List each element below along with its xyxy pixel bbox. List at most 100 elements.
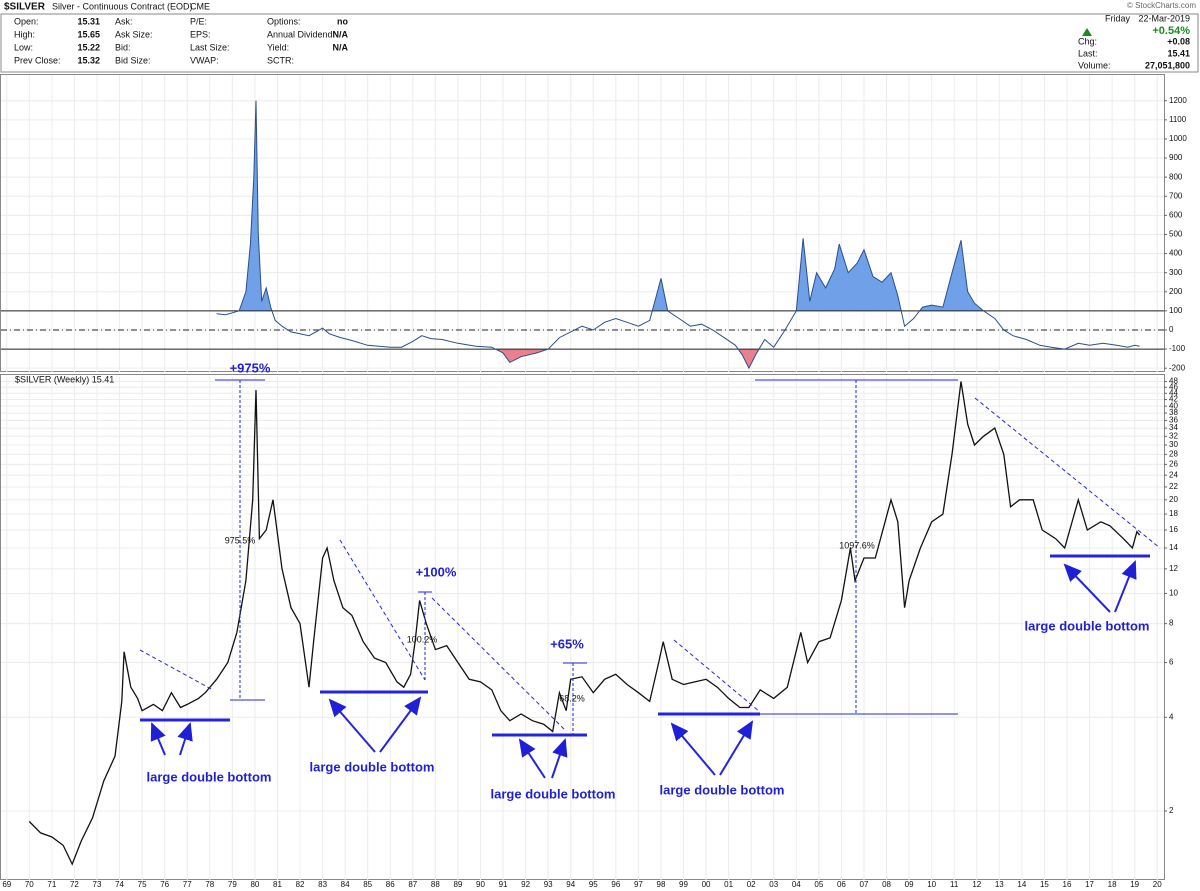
- annotation: 68.2%: [559, 693, 585, 703]
- symbol: $SILVER: [4, 2, 46, 13]
- field-label: SCTR:: [267, 55, 294, 65]
- y-tick-label: 200: [1169, 287, 1183, 296]
- x-tick-label: 69: [2, 880, 11, 889]
- y-tick-label: 34: [1169, 423, 1178, 432]
- series-label: $SILVER (Weekly) 15.41: [15, 374, 114, 384]
- annotation: large double bottom: [147, 769, 272, 784]
- x-tick-label: 01: [724, 880, 733, 889]
- y-tick-label: 20: [1169, 495, 1178, 504]
- panel-frame: [0, 74, 1165, 372]
- field-label: Prev Close:: [14, 55, 61, 65]
- x-tick-label: 90: [476, 880, 485, 889]
- x-tick-label: 80: [250, 880, 259, 889]
- field-label: Yield:: [267, 42, 289, 52]
- field-label: Ask Size:: [115, 29, 153, 39]
- y-tick-label: 48: [1169, 377, 1178, 386]
- annotation: +975%: [230, 360, 271, 375]
- y-tick-label: 0: [1169, 325, 1174, 334]
- x-tick-label: 06: [837, 880, 846, 889]
- field-label: Bid:: [115, 42, 131, 52]
- x-tick-label: 85: [363, 880, 372, 889]
- x-tick-label: 11: [950, 880, 959, 889]
- y-tick-label: 1200: [1169, 96, 1187, 105]
- x-tick-label: 89: [453, 880, 462, 889]
- x-tick-label: 78: [205, 880, 214, 889]
- field-label: Low:: [14, 42, 33, 52]
- x-tick-label: 04: [792, 880, 801, 889]
- x-tick-label: 10: [927, 880, 936, 889]
- y-tick-label: -100: [1169, 344, 1186, 353]
- y-tick-label: 46: [1169, 382, 1178, 391]
- field-value: 15.22: [77, 42, 100, 52]
- x-tick-label: 93: [544, 880, 553, 889]
- x-tick-label: 75: [138, 880, 147, 889]
- date: 22-Mar-2019: [1138, 13, 1190, 23]
- field-label: Volume:: [1078, 60, 1111, 70]
- y-tick-label: -200: [1169, 363, 1186, 372]
- y-tick-label: 36: [1169, 416, 1178, 425]
- field-label: High:: [14, 29, 35, 39]
- x-tick-label: 77: [183, 880, 192, 889]
- x-tick-label: 95: [589, 880, 598, 889]
- annotation: 975.5%: [225, 535, 256, 545]
- x-tick-label: 03: [769, 880, 778, 889]
- field-label: Last:: [1078, 48, 1098, 58]
- field-value: 15.41: [1167, 48, 1190, 58]
- annotation: 1097.6%: [839, 540, 875, 550]
- y-tick-label: 400: [1169, 249, 1183, 258]
- y-tick-label: 14: [1169, 543, 1178, 552]
- field-value: N/A: [333, 29, 349, 39]
- field-label: Ask:: [115, 16, 133, 26]
- line: [216, 100, 1140, 370]
- y-tick-label: 2: [1169, 806, 1174, 815]
- x-tick-label: 96: [611, 880, 620, 889]
- y-tick-label: 100: [1169, 306, 1183, 315]
- y-tick-label: 28: [1169, 449, 1178, 458]
- x-tick-label: 86: [386, 880, 395, 889]
- annotation: +65%: [550, 636, 584, 651]
- x-tick-label: 79: [228, 880, 237, 889]
- field-label: Options:: [267, 16, 301, 26]
- y-tick-label: 10: [1169, 589, 1178, 598]
- x-tick-label: 99: [679, 880, 688, 889]
- annotation: large double bottom: [660, 782, 785, 797]
- y-tick-label: 600: [1169, 210, 1183, 219]
- y-tick-label: 24: [1169, 470, 1178, 479]
- x-tick-label: 73: [93, 880, 102, 889]
- x-tick-label: 94: [566, 880, 575, 889]
- field-label: Annual Dividend:: [267, 29, 335, 39]
- x-tick-label: 97: [634, 880, 643, 889]
- y-tick-label: 22: [1169, 482, 1178, 491]
- x-tick-label: 91: [499, 880, 508, 889]
- x-tick-label: 13: [995, 880, 1004, 889]
- annotation: large double bottom: [1025, 618, 1150, 633]
- y-tick-label: 16: [1169, 525, 1178, 534]
- field-label: Open:: [14, 16, 39, 26]
- y-tick-label: 12: [1169, 564, 1178, 573]
- x-tick-label: 02: [747, 880, 756, 889]
- header-box: [0, 13, 1199, 73]
- field-label: P/E:: [190, 16, 207, 26]
- day: Friday: [1105, 13, 1131, 23]
- name: Silver - Continuous Contract (EOD): [52, 1, 193, 11]
- field-value: 15.31: [77, 16, 100, 26]
- y-tick-label: 18: [1169, 509, 1178, 518]
- x-tick-label: 71: [47, 880, 56, 889]
- y-tick-label: 300: [1169, 268, 1183, 277]
- field-label: Bid Size:: [115, 55, 151, 65]
- y-tick-label: 6: [1169, 658, 1174, 667]
- x-tick-label: 87: [408, 880, 417, 889]
- y-tick-label: 26: [1169, 459, 1178, 468]
- annotation-lines: [139, 379, 1161, 779]
- field-value: N/A: [333, 42, 349, 52]
- x-tick-label: 20: [1153, 880, 1162, 889]
- y-tick-label: 42: [1169, 395, 1178, 404]
- annotation: 100.2%: [407, 634, 438, 644]
- x-tick-label: 74: [115, 880, 124, 889]
- x-tick-label: 84: [341, 880, 350, 889]
- line: [28, 381, 1141, 866]
- x-tick-label: 00: [702, 880, 711, 889]
- change-pct: +0.54%: [1152, 25, 1190, 37]
